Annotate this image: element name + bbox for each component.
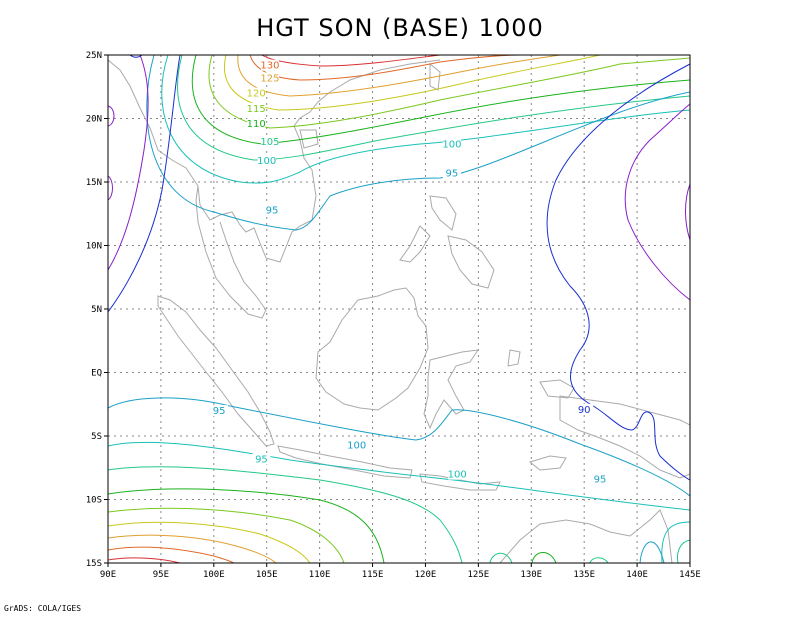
x-tick-label: 95E [153,570,169,580]
contour-135-south [108,557,181,563]
contour-label-bg [442,138,461,150]
contour-lines [108,55,690,563]
contour-95 [146,55,690,231]
contour-135 [261,55,441,67]
x-tick-label: 100E [203,570,225,580]
x-tick-label: 115E [362,570,384,580]
x-tick-label: 130E [520,570,542,580]
contour-label-bg [263,204,282,216]
contour-bump-4 [639,541,665,563]
contour-label-bg [448,468,467,480]
contour-88-west [108,55,149,271]
contour-label-bg [247,102,266,114]
y-tick-label: 10N [86,242,102,252]
contour-86-east [685,183,690,241]
contour-100-se [661,521,690,563]
contour-label: 125 [260,73,279,84]
x-tick-label: 135E [573,570,595,580]
contour-115 [208,55,690,129]
contour-label: 130 [260,61,279,72]
credit-text: GrADS: COLA/IGES [4,604,82,613]
y-tick-label: 15N [86,178,102,188]
contour-purple-1 [108,105,115,127]
contour-110-south [108,488,385,563]
contour-95-south [108,397,690,497]
x-tick-label: 120E [415,570,437,580]
y-tick-label: 20N [86,115,102,125]
contour-label: 100 [347,440,366,451]
contour-label: 95 [266,205,279,216]
contour-130 [249,55,521,81]
contour-label-bg [252,453,271,465]
map-title: HGT SON (BASE) 1000 [256,14,544,42]
grid-lines [108,55,690,563]
y-tick-label: 5S [91,432,102,442]
y-tick-label: EQ [91,369,102,379]
contour-100 [161,55,690,184]
y-tick-label: 5N [91,305,102,315]
contour-105 [177,55,690,161]
contour-label: 100 [448,470,467,481]
axis-ticks: 90E 95E 100E 105E 110E 115E 120E 125E 130E 135E 14… [86,51,701,580]
contour-blue-topleft [129,55,143,58]
contour-bump-3 [589,557,609,563]
x-tick-label: 90E [100,570,116,580]
contour-label: 100 [442,139,461,150]
x-tick-label: 105E [256,570,278,580]
contour-label: 115 [247,104,266,115]
y-tick-label: 25N [86,51,102,61]
y-tick-label: 10S [86,496,102,506]
plot-frame [107,54,691,564]
contour-label-bg [247,118,266,130]
contour-label-bg [442,167,461,179]
contour-130-south [108,546,235,563]
contour-label-bg [260,135,279,147]
contour-bump-1 [489,552,513,563]
contour-label-bg [247,87,266,99]
contour-purple-2 [108,175,113,201]
x-tick-label: 140E [626,570,648,580]
x-tick-label: 125E [468,570,490,580]
x-tick-label: 145E [679,570,701,580]
contour-label: 95 [255,454,268,465]
contour-label-bg [347,439,366,451]
contour-100-south [108,441,690,511]
contour-120-south [108,521,311,563]
contour-label: 95 [213,406,226,417]
contour-125-south [108,534,277,563]
contour-label-bg [575,403,594,415]
contour-label: 95 [446,169,459,180]
contour-label: 105 [260,137,279,148]
y-tick-label: 15S [86,559,102,569]
contour-label-bg [210,405,229,417]
contour-120 [223,55,601,111]
contour-105-se [677,539,690,563]
contour-label: 120 [247,89,266,100]
contour-label: 95 [594,475,607,486]
x-tick-label: 110E [309,570,331,580]
contour-label: 110 [247,119,266,130]
contour-label-bg [260,72,279,84]
contour-label-bg [257,154,276,166]
contour-110 [191,55,690,145]
contour-105-south [108,466,463,563]
contour-90-east [546,63,690,481]
contour-88-east [624,103,690,301]
contour-115-south [108,507,345,563]
contour-label-bg [591,473,610,485]
contour-bump-2 [531,552,557,563]
contour-90 [108,55,181,313]
contour-125 [237,55,561,97]
contour-label: 100 [257,156,276,167]
contour-label-bg [260,59,279,71]
contour-label: 90 [578,405,591,416]
